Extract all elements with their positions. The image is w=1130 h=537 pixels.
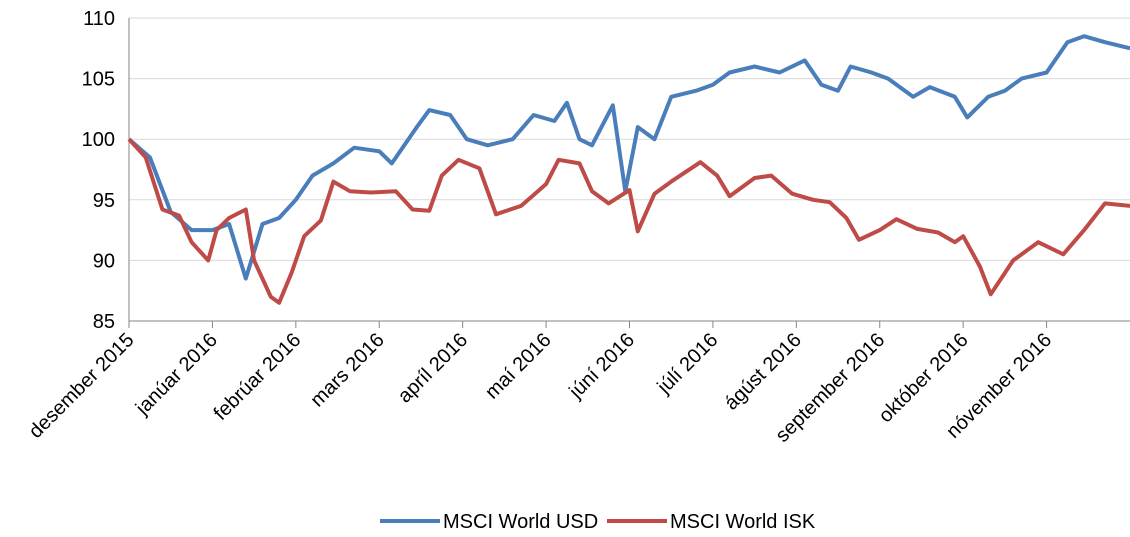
x-tick-label: febrúar 2016	[210, 329, 306, 425]
x-tick-label: júlí 2016	[653, 329, 723, 399]
line-series	[127, 34, 1130, 281]
y-tick-label: 90	[93, 250, 115, 272]
y-tick-label: 95	[93, 190, 115, 212]
x-tick-label: mars 2016	[306, 329, 388, 411]
x-tick-label: ágúst 2016	[720, 329, 806, 415]
x-tick-label: janúar 2016	[131, 329, 222, 420]
y-tick-label: 85	[93, 311, 115, 333]
x-tick-label: apríl 2016	[394, 329, 472, 407]
y-tick-label: 105	[82, 69, 115, 91]
line-series	[127, 137, 1130, 305]
y-tick-label: 110	[83, 8, 115, 30]
x-tick-label: maí 2016	[481, 329, 556, 404]
legend-label: MSCI World USD	[443, 511, 598, 533]
legend-label: MSCI World ISK	[670, 511, 816, 533]
x-tick-label: júní 2016	[565, 329, 639, 403]
y-tick-label: 100	[82, 129, 115, 151]
x-tick-label: desember 2015	[25, 329, 139, 443]
